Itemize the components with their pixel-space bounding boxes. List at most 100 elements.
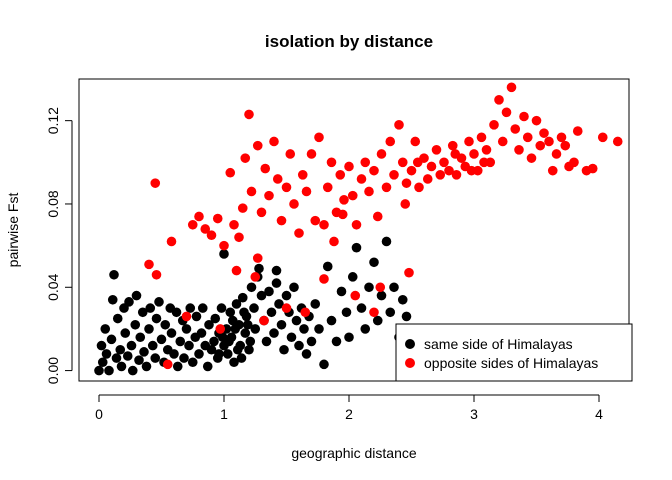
data-point-same-side — [242, 319, 253, 330]
data-point-opposite-sides — [479, 157, 489, 168]
data-point-opposite-sides — [414, 182, 424, 193]
data-point-opposite-sides — [329, 236, 339, 247]
data-point-opposite-sides — [335, 170, 346, 180]
data-point-same-side — [141, 361, 152, 372]
plot-frame — [78, 78, 630, 382]
data-point-same-side — [222, 349, 233, 359]
data-point-opposite-sides — [285, 149, 296, 159]
data-point-opposite-sides — [322, 182, 333, 193]
data-point-same-side — [115, 344, 126, 355]
data-point-same-side — [276, 319, 287, 330]
data-point-opposite-sides — [526, 153, 537, 163]
data-point-same-side — [256, 290, 267, 301]
data-point-same-side — [236, 353, 247, 363]
data-point-same-side — [244, 344, 254, 355]
data-point-opposite-sides — [544, 136, 554, 147]
data-point-same-side — [156, 334, 167, 345]
legend-marker-same-side — [405, 339, 415, 349]
data-point-opposite-sides — [301, 186, 312, 197]
data-point-same-side — [101, 349, 112, 359]
data-point-opposite-sides — [364, 186, 374, 197]
data-point-same-side — [286, 332, 297, 343]
data-point-same-side — [344, 332, 354, 343]
data-point-same-side — [210, 313, 221, 324]
data-point-same-side — [107, 294, 118, 305]
data-point-same-side — [229, 357, 239, 368]
data-point-opposite-sides — [162, 359, 173, 370]
data-point-opposite-sides — [259, 315, 269, 326]
data-point-opposite-sides — [435, 170, 446, 180]
data-point-same-side — [131, 290, 142, 301]
data-point-same-side — [96, 340, 107, 351]
data-point-opposite-sides — [272, 174, 283, 184]
data-point-opposite-sides — [489, 120, 499, 130]
data-point-same-side — [237, 292, 248, 303]
data-point-opposite-sides — [481, 145, 492, 155]
data-point-opposite-sides — [397, 157, 408, 168]
data-point-same-side — [281, 290, 292, 301]
data-point-opposite-sides — [225, 167, 236, 178]
data-point-opposite-sides — [439, 157, 449, 168]
data-point-opposite-sides — [144, 259, 154, 270]
x-tick-label: 2 — [345, 406, 353, 422]
data-point-same-side — [179, 353, 189, 363]
data-point-opposite-sides — [531, 115, 542, 126]
data-point-same-side — [351, 242, 362, 253]
data-point-same-side — [364, 282, 374, 293]
data-point-same-side — [216, 303, 227, 313]
data-point-opposite-sides — [237, 203, 248, 213]
data-point-opposite-sides — [234, 232, 244, 243]
data-point-same-side — [231, 299, 242, 309]
data-point-opposite-sides — [306, 149, 317, 159]
data-point-same-side — [264, 286, 274, 297]
data-point-same-side — [239, 307, 249, 318]
data-point-same-side — [130, 319, 141, 330]
data-point-same-side — [214, 349, 224, 359]
data-point-same-side — [347, 272, 358, 282]
y-tick-label: 0.04 — [45, 273, 61, 300]
data-point-same-side — [225, 307, 236, 318]
data-point-same-side — [322, 261, 333, 272]
data-point-opposite-sides — [551, 149, 562, 159]
y-axis-label: pairwise Fst — [5, 193, 21, 268]
data-point-same-side — [385, 307, 396, 318]
data-point-same-side — [356, 303, 367, 313]
data-point-opposite-sides — [339, 195, 349, 205]
data-point-opposite-sides — [256, 207, 267, 218]
data-point-opposite-sides — [219, 240, 229, 251]
data-point-opposite-sides — [240, 153, 251, 163]
data-point-opposite-sides — [410, 136, 421, 147]
data-point-same-side — [187, 357, 198, 368]
data-point-opposite-sides — [297, 170, 308, 180]
data-point-same-side — [100, 324, 111, 334]
data-point-opposite-sides — [356, 174, 367, 184]
data-point-same-side — [137, 307, 148, 318]
data-point-opposite-sides — [522, 132, 533, 143]
data-point-opposite-sides — [276, 215, 287, 226]
data-point-same-side — [336, 286, 347, 297]
data-point-opposite-sides — [431, 145, 442, 155]
data-point-same-side — [145, 303, 156, 313]
data-point-same-side — [151, 313, 162, 324]
data-point-same-side — [240, 328, 251, 338]
x-tick-label: 4 — [595, 406, 603, 422]
data-point-opposite-sides — [412, 157, 423, 168]
data-point-opposite-sides — [150, 178, 161, 188]
data-point-opposite-sides — [560, 140, 571, 151]
data-point-same-side — [299, 324, 309, 334]
data-point-same-side — [112, 313, 123, 324]
data-point-opposite-sides — [244, 109, 254, 120]
data-point-opposite-sides — [281, 182, 292, 193]
data-point-same-side — [381, 236, 392, 247]
data-point-opposite-sides — [556, 132, 567, 143]
data-point-same-side — [266, 307, 277, 318]
data-point-same-side — [227, 315, 238, 326]
data-point-opposite-sides — [194, 211, 204, 222]
data-point-same-side — [154, 297, 164, 307]
data-point-same-side — [376, 290, 387, 301]
data-point-opposite-sides — [289, 199, 299, 209]
data-point-opposite-sides — [539, 128, 549, 138]
data-point-opposite-sides — [212, 213, 223, 224]
data-point-same-side — [369, 257, 379, 268]
data-point-same-side — [171, 307, 182, 318]
